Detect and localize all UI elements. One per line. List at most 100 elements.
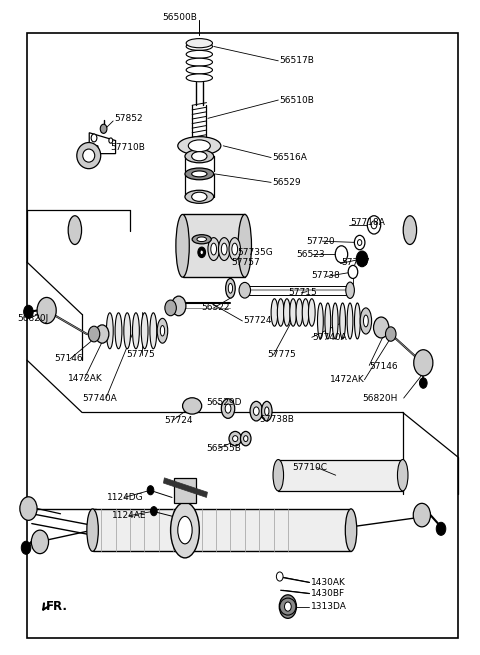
Ellipse shape bbox=[360, 308, 372, 334]
Text: 57757: 57757 bbox=[231, 257, 260, 267]
Ellipse shape bbox=[182, 398, 202, 414]
Text: 57710B: 57710B bbox=[110, 143, 144, 152]
Ellipse shape bbox=[185, 190, 214, 203]
Ellipse shape bbox=[188, 140, 210, 152]
Circle shape bbox=[239, 282, 251, 298]
Text: 56510B: 56510B bbox=[280, 96, 314, 105]
Ellipse shape bbox=[170, 502, 199, 558]
Ellipse shape bbox=[284, 299, 290, 326]
Text: 56820H: 56820H bbox=[362, 394, 397, 403]
Ellipse shape bbox=[185, 150, 214, 163]
Ellipse shape bbox=[302, 299, 309, 326]
Ellipse shape bbox=[221, 399, 235, 419]
Ellipse shape bbox=[186, 74, 213, 82]
Text: 1472AK: 1472AK bbox=[330, 375, 365, 384]
Text: 57710C: 57710C bbox=[293, 463, 328, 472]
Circle shape bbox=[276, 572, 283, 581]
Ellipse shape bbox=[228, 284, 233, 293]
Ellipse shape bbox=[186, 66, 213, 74]
Ellipse shape bbox=[262, 402, 272, 421]
Ellipse shape bbox=[176, 214, 189, 277]
Ellipse shape bbox=[197, 237, 206, 242]
Ellipse shape bbox=[238, 214, 252, 277]
Text: 57718A: 57718A bbox=[350, 218, 385, 227]
Ellipse shape bbox=[354, 235, 365, 250]
Ellipse shape bbox=[221, 243, 227, 255]
Ellipse shape bbox=[264, 407, 269, 415]
Ellipse shape bbox=[250, 402, 263, 421]
Text: 57724: 57724 bbox=[164, 416, 193, 425]
Ellipse shape bbox=[240, 432, 251, 446]
Bar bbox=[93, 508, 351, 551]
Circle shape bbox=[96, 325, 109, 343]
Circle shape bbox=[335, 246, 348, 263]
Circle shape bbox=[165, 300, 176, 316]
Circle shape bbox=[385, 327, 396, 341]
Ellipse shape bbox=[87, 509, 98, 552]
Polygon shape bbox=[163, 478, 207, 497]
Text: 56529: 56529 bbox=[273, 178, 301, 187]
Ellipse shape bbox=[200, 250, 204, 255]
Text: 1430AK: 1430AK bbox=[311, 578, 346, 587]
Circle shape bbox=[420, 378, 427, 388]
Circle shape bbox=[279, 595, 297, 618]
Polygon shape bbox=[89, 133, 116, 154]
Ellipse shape bbox=[208, 238, 219, 261]
Circle shape bbox=[413, 503, 431, 527]
Bar bbox=[182, 214, 245, 277]
Ellipse shape bbox=[218, 238, 230, 261]
Text: 1124DG: 1124DG bbox=[107, 493, 144, 502]
Circle shape bbox=[100, 124, 107, 134]
Circle shape bbox=[21, 541, 31, 554]
Ellipse shape bbox=[192, 171, 207, 177]
Circle shape bbox=[151, 506, 157, 515]
Text: 57720: 57720 bbox=[306, 236, 335, 246]
Ellipse shape bbox=[186, 50, 213, 58]
Ellipse shape bbox=[271, 299, 278, 326]
Ellipse shape bbox=[160, 326, 165, 336]
Ellipse shape bbox=[229, 432, 241, 446]
Ellipse shape bbox=[363, 315, 368, 327]
Ellipse shape bbox=[371, 221, 377, 229]
Ellipse shape bbox=[346, 282, 354, 299]
Ellipse shape bbox=[185, 168, 214, 179]
Circle shape bbox=[414, 350, 433, 376]
Ellipse shape bbox=[68, 215, 82, 244]
Ellipse shape bbox=[178, 137, 221, 155]
Ellipse shape bbox=[232, 243, 238, 255]
Text: 57146: 57146 bbox=[54, 354, 83, 364]
Ellipse shape bbox=[229, 238, 240, 261]
Text: 56500B: 56500B bbox=[163, 12, 198, 22]
Ellipse shape bbox=[226, 278, 235, 298]
Text: 1124AE: 1124AE bbox=[112, 512, 146, 520]
Bar bbox=[278, 460, 403, 491]
Circle shape bbox=[285, 602, 291, 611]
Ellipse shape bbox=[317, 303, 324, 339]
Text: 57738B: 57738B bbox=[259, 415, 294, 424]
Ellipse shape bbox=[253, 407, 259, 415]
Ellipse shape bbox=[186, 58, 213, 66]
Text: 57724: 57724 bbox=[243, 316, 272, 326]
Ellipse shape bbox=[277, 299, 284, 326]
Circle shape bbox=[348, 265, 358, 278]
Ellipse shape bbox=[347, 303, 353, 339]
Ellipse shape bbox=[403, 215, 417, 244]
Ellipse shape bbox=[124, 313, 131, 348]
Text: 56555B: 56555B bbox=[206, 444, 241, 453]
Circle shape bbox=[147, 485, 154, 495]
Text: 56516A: 56516A bbox=[273, 153, 307, 162]
Ellipse shape bbox=[345, 509, 357, 552]
Ellipse shape bbox=[107, 313, 113, 348]
Text: 56522: 56522 bbox=[202, 303, 230, 312]
Text: 1313DA: 1313DA bbox=[311, 602, 347, 611]
Ellipse shape bbox=[309, 299, 315, 326]
Text: FR.: FR. bbox=[46, 600, 68, 613]
Ellipse shape bbox=[358, 240, 362, 246]
Text: 56529D: 56529D bbox=[206, 398, 242, 407]
Text: 57737: 57737 bbox=[341, 257, 370, 267]
Circle shape bbox=[373, 317, 389, 338]
Circle shape bbox=[91, 134, 97, 142]
Ellipse shape bbox=[325, 303, 331, 339]
Ellipse shape bbox=[397, 460, 408, 491]
Text: 56820J: 56820J bbox=[17, 314, 48, 323]
